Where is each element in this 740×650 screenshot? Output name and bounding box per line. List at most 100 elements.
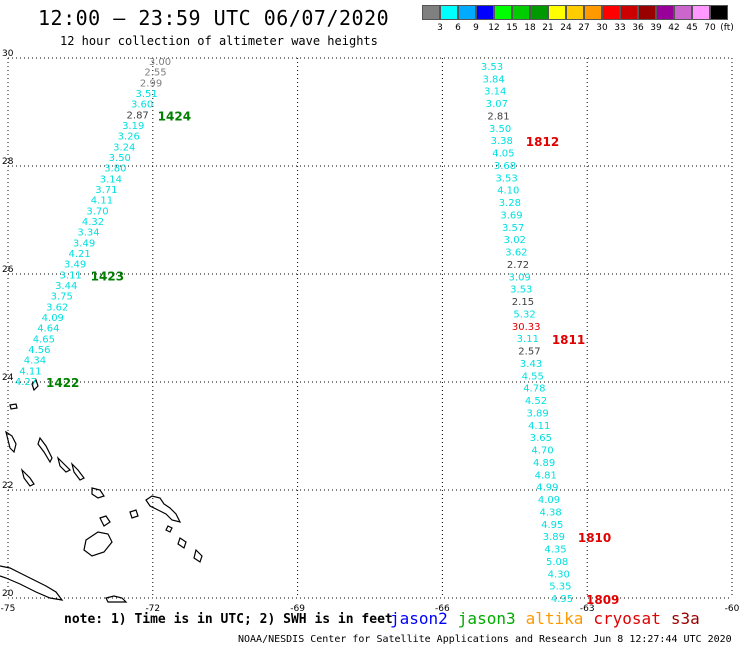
coastline-bahamas-north: [31, 378, 39, 392]
wave-height-value: 5.32: [513, 309, 535, 320]
legend-swatch: [530, 5, 548, 20]
lat-tick-label: 20: [2, 589, 14, 599]
lat-tick-label: 28: [2, 157, 14, 167]
wave-height-value: 4.35: [544, 545, 566, 556]
wave-height-value: 3.65: [530, 433, 552, 444]
coastline-cuba-east: [0, 565, 64, 601]
lon-tick-label: -66: [435, 604, 450, 614]
coastline-long-island: [70, 462, 85, 481]
land-outlines: [0, 378, 203, 603]
wave-height-value: 3.62: [505, 248, 527, 259]
coastline-andros: [5, 430, 17, 454]
legend-label: 45: [686, 23, 698, 33]
legend-label: 27: [578, 23, 590, 33]
legend-swatch: [422, 5, 440, 20]
wave-height-value: 4.05: [492, 149, 514, 160]
satellite-name: altika: [525, 609, 584, 628]
wave-height-value: 4.99: [536, 483, 558, 494]
satellite-legend: jason2 jason3 altika cryosat s3a: [390, 609, 710, 628]
wave-height-value: 3.43: [520, 359, 542, 370]
legend-label: 18: [524, 23, 536, 33]
legend-swatch: [602, 5, 620, 20]
wave-height-value: 2.55: [144, 68, 166, 79]
wave-height-value: 3.09: [509, 272, 531, 283]
wave-height-value: 3.24: [113, 142, 135, 153]
wave-height-value: 5.35: [549, 582, 571, 593]
legend-swatch: [440, 5, 458, 20]
legend-swatch: [638, 5, 656, 20]
wave-height-value: 3.49: [64, 260, 86, 271]
pass-time-label: 1422: [46, 376, 79, 390]
lon-tick-label: -72: [145, 604, 160, 614]
legend-swatch: [584, 5, 602, 20]
legend-label: 70: [704, 23, 716, 33]
legend-unit: (ft): [720, 23, 734, 33]
map-subtitle: 12 hour collection of altimeter wave hei…: [60, 34, 378, 48]
coastline-acklins: [91, 487, 105, 499]
wave-height-value: 4.11: [19, 366, 41, 377]
legend-label: 39: [650, 23, 662, 33]
wave-height-value: 3.34: [77, 228, 99, 239]
pass-time-label: 1810: [578, 531, 611, 545]
lat-tick-label: 30: [2, 49, 14, 59]
satellite-name: s3a: [670, 609, 700, 628]
wave-height-value: 3.14: [484, 87, 506, 98]
legend-label: 12: [488, 23, 500, 33]
legend-label: 3: [437, 23, 443, 33]
pass-time-label: 1424: [158, 109, 191, 123]
wave-height-value: 4.95: [541, 520, 563, 531]
wave-height-value: 4.10: [497, 186, 519, 197]
wave-height-value: 30.33: [512, 322, 541, 333]
wave-height-value: 3.07: [486, 99, 508, 110]
wave-height-value: 3.28: [499, 198, 521, 209]
legend-label: 30: [596, 23, 608, 33]
lat-tick-label: 22: [2, 481, 13, 491]
footer-note: note: 1) Time is in UTC; 2) SWH is in fe…: [64, 612, 393, 627]
lon-tick-label: -63: [580, 604, 595, 614]
wave-height-value: 2.81: [487, 111, 509, 122]
coastline-great-inagua: [83, 531, 113, 557]
wave-height-value: 3.19: [122, 121, 144, 132]
legend-swatch: [566, 5, 584, 20]
wave-height-value: 3.00: [149, 57, 171, 68]
satellite-name: jason2: [390, 609, 448, 628]
legend-swatch: [458, 5, 476, 20]
wave-height-value: 3.84: [482, 74, 504, 85]
wave-height-value: 4.95: [551, 594, 573, 605]
footer-credit: NOAA/NESDIS Center for Satellite Applica…: [238, 634, 732, 645]
legend-label: 24: [560, 23, 572, 33]
legend-swatch: [692, 5, 710, 20]
wave-height-value: 3.69: [500, 210, 522, 221]
altimeter-tracks: 3.002.552.993.513.602.873.193.263.243.50…: [15, 57, 620, 607]
wave-height-value: 3.49: [73, 238, 95, 249]
legend-label: 33: [614, 23, 626, 33]
legend-swatch: [494, 5, 512, 20]
wave-height-value: 4.11: [91, 196, 113, 207]
wave-height-value: 3.70: [86, 206, 108, 217]
wave-height-value: 3.53: [481, 62, 503, 73]
wave-height-value: 2.72: [507, 260, 529, 271]
wave-height-value: 3.50: [489, 124, 511, 135]
wave-height-value: 4.32: [82, 217, 104, 228]
wave-height-value: 4.70: [531, 446, 553, 457]
wave-height-value: 3.02: [504, 235, 526, 246]
legend-label: 36: [632, 23, 644, 33]
legend-swatch: [548, 5, 566, 20]
wave-height-value: 3.53: [510, 285, 532, 296]
wave-height-value: 3.62: [46, 302, 68, 313]
wave-height-value: 2.99: [140, 78, 162, 89]
wave-height-value: 2.57: [518, 347, 540, 358]
axis-labels: -75 -72 -69 -66 -63 -60 20 22 24 26 28 30: [1, 49, 740, 614]
lon-tick-label: -60: [725, 604, 740, 614]
wave-height-value: 4.55: [522, 371, 544, 382]
pass-time-label: 1811: [552, 333, 585, 347]
pass-time-label: 1809: [586, 593, 619, 607]
coastline-exuma: [20, 468, 35, 487]
wave-height-value: 4.38: [539, 507, 561, 518]
wave-height-value: 4.65: [33, 334, 55, 345]
wave-height-value: 4.21: [68, 249, 90, 260]
wave-height-value: 3.89: [526, 408, 548, 419]
legend-label: 21: [542, 23, 554, 33]
wave-height-value: 3.75: [51, 292, 73, 303]
legend-swatch: [512, 5, 530, 20]
